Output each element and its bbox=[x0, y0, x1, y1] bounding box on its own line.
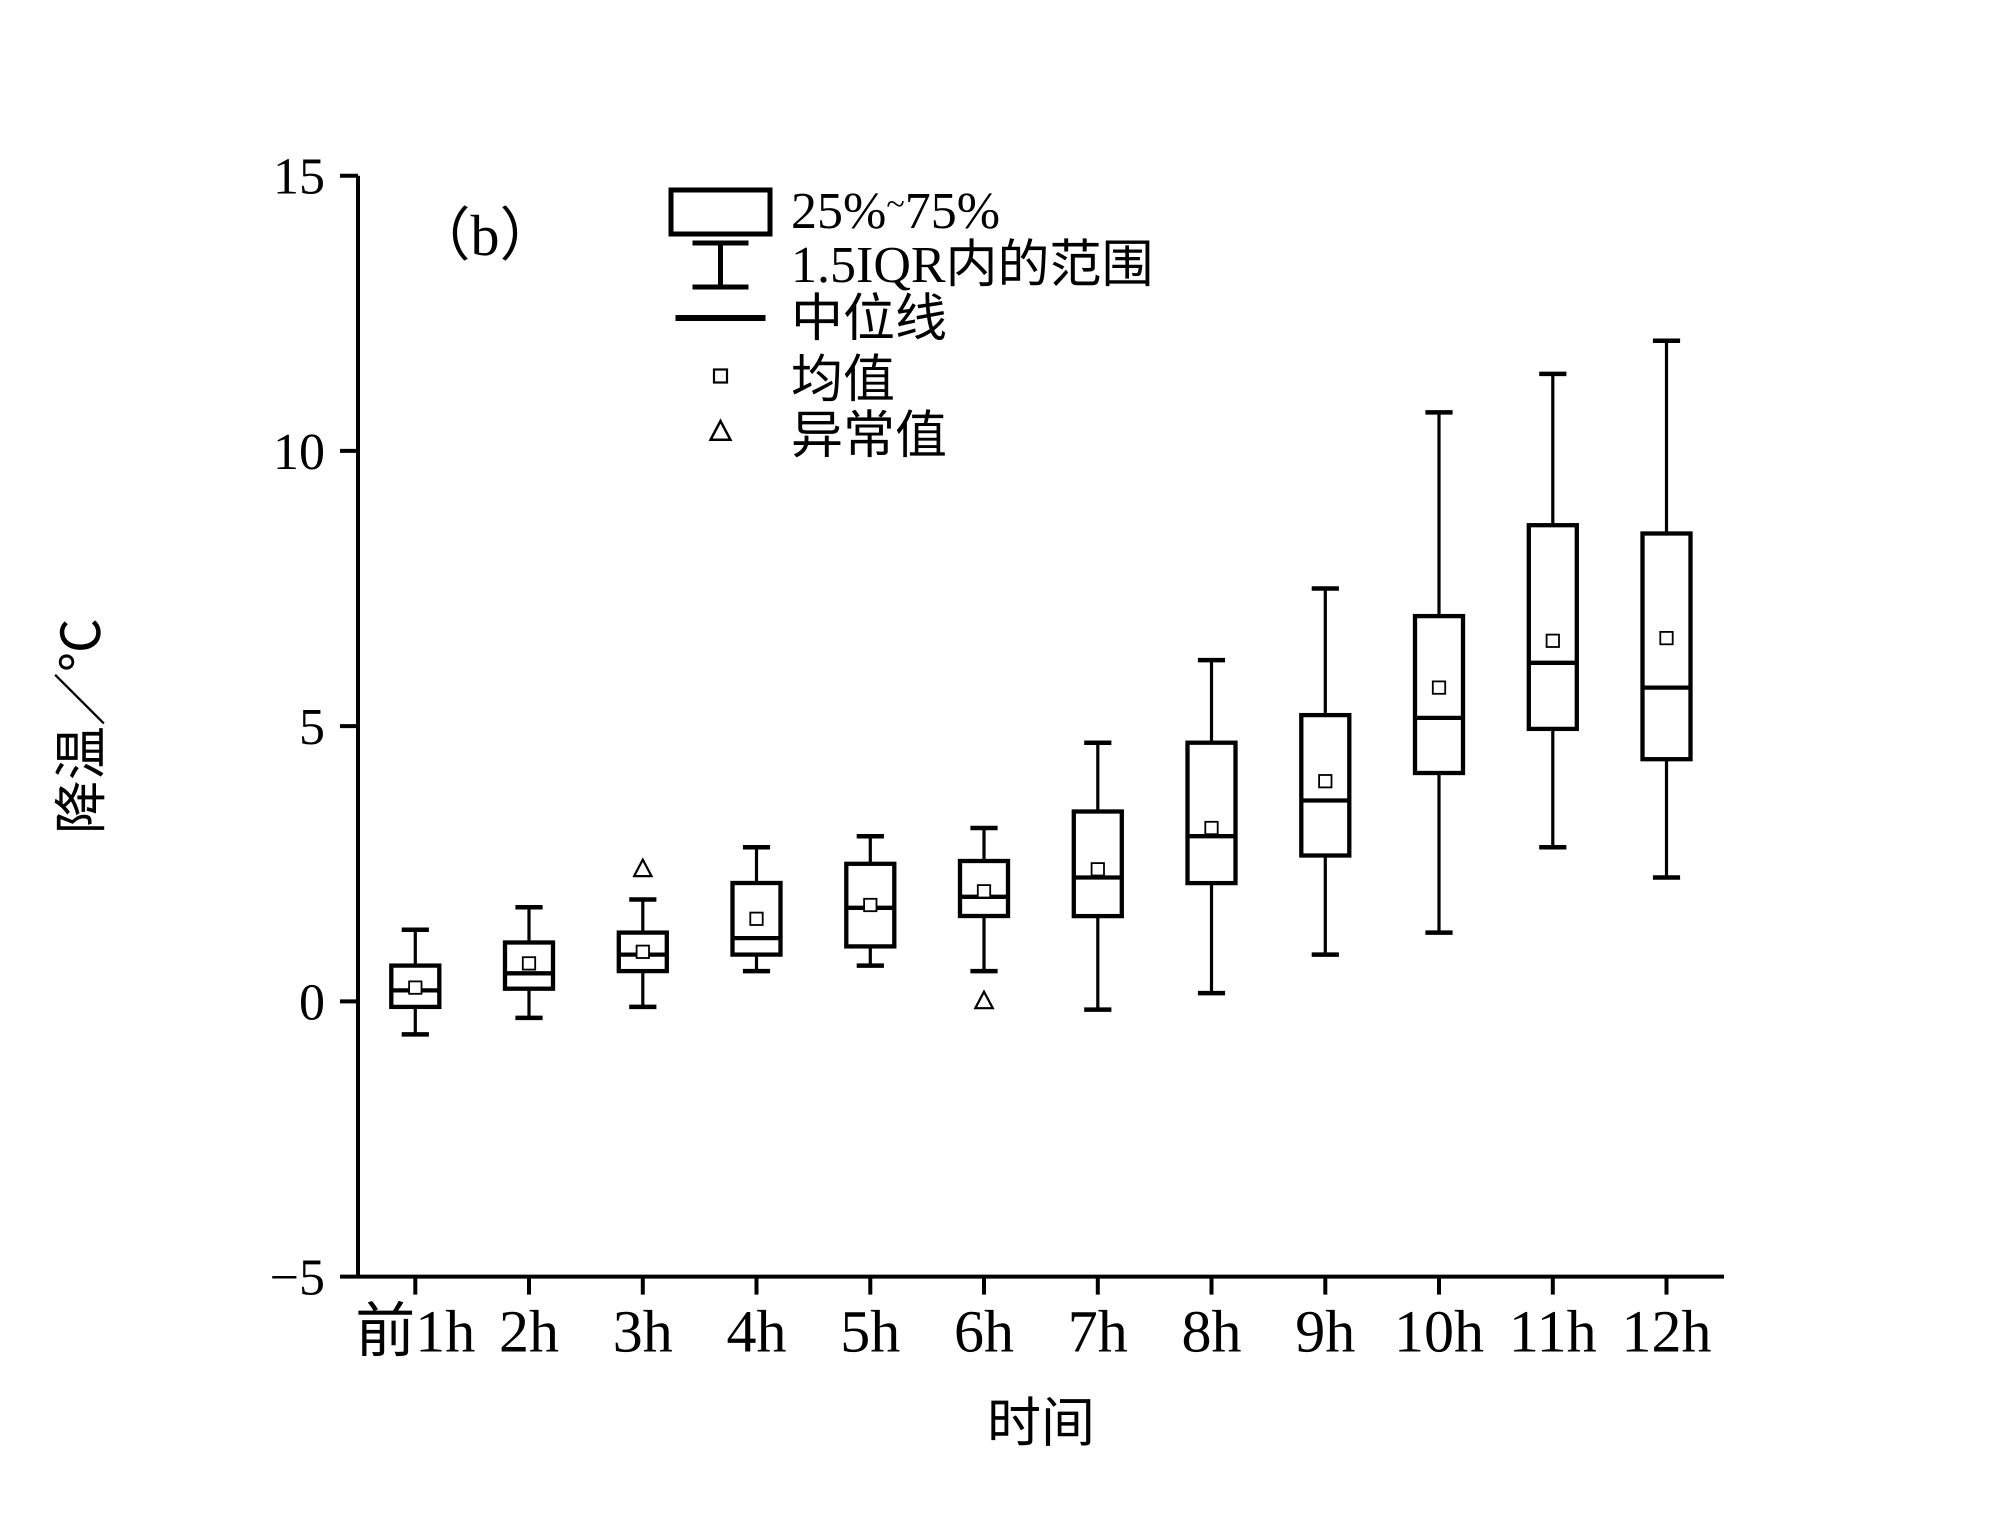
svg-text:均值: 均值 bbox=[791, 352, 895, 409]
svg-text:0: 0 bbox=[299, 974, 325, 1031]
svg-text:4h: 4h bbox=[727, 1299, 787, 1365]
svg-text:1.5IQR内的范围: 1.5IQR内的范围 bbox=[791, 237, 1154, 294]
svg-text:10: 10 bbox=[273, 424, 325, 481]
svg-text:时间: 时间 bbox=[987, 1394, 1095, 1454]
svg-text:5: 5 bbox=[299, 699, 325, 756]
svg-text:降温／℃: 降温／℃ bbox=[52, 618, 112, 834]
svg-text:9h: 9h bbox=[1295, 1299, 1355, 1365]
svg-text:（b）: （b） bbox=[412, 203, 557, 268]
svg-text:11h: 11h bbox=[1509, 1299, 1597, 1365]
svg-text:−5: −5 bbox=[270, 1250, 325, 1307]
svg-text:中位线: 中位线 bbox=[791, 291, 947, 348]
svg-text:7h: 7h bbox=[1068, 1299, 1128, 1365]
svg-text:前1h: 前1h bbox=[355, 1299, 475, 1365]
svg-text:3h: 3h bbox=[613, 1299, 673, 1365]
svg-text:2h: 2h bbox=[499, 1299, 559, 1365]
svg-text:6h: 6h bbox=[954, 1299, 1014, 1365]
svg-text:异常值: 异常值 bbox=[791, 408, 947, 465]
svg-text:10h: 10h bbox=[1394, 1299, 1484, 1365]
svg-text:8h: 8h bbox=[1182, 1299, 1242, 1365]
svg-text:5h: 5h bbox=[840, 1299, 900, 1365]
svg-text:15: 15 bbox=[273, 149, 325, 206]
svg-text:12h: 12h bbox=[1622, 1299, 1712, 1365]
